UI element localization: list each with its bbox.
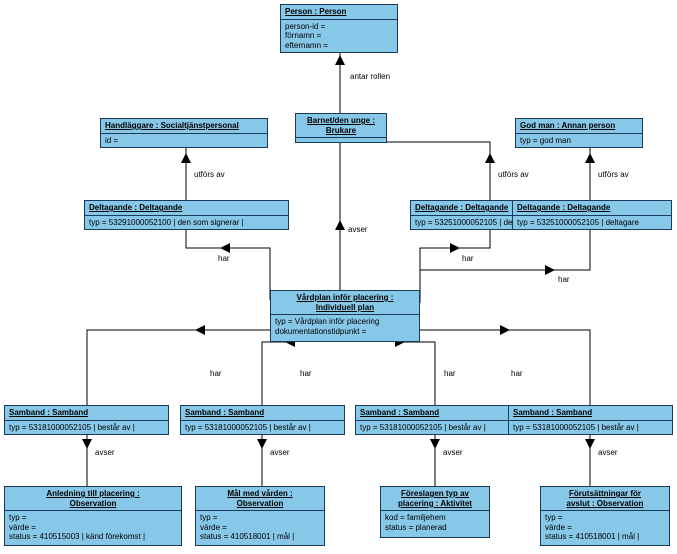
edge-label-3: utförs av bbox=[498, 170, 529, 179]
node-title: Barnet/den unge : Brukare bbox=[296, 114, 386, 138]
edge-5 bbox=[186, 228, 270, 300]
node-body: typ = Vårdplan inför placering dokumenta… bbox=[271, 315, 419, 338]
node-obs3: Förutsättningar för avslut : Observation… bbox=[540, 486, 670, 546]
edge-arrow-3 bbox=[485, 153, 495, 163]
node-delt3: Deltagande : Deltagandetyp = 53251000052… bbox=[512, 200, 672, 230]
node-handlaggare: Handläggare : Socialtjänstpersonalid = bbox=[100, 118, 268, 148]
node-title: Mål med vården : Observation bbox=[196, 487, 324, 511]
edge-11 bbox=[420, 330, 590, 405]
edge-label-9: har bbox=[300, 369, 312, 378]
edge-arrow-0 bbox=[335, 55, 345, 65]
edge-label-7: har bbox=[558, 275, 570, 284]
node-title: Deltagande : Deltagande bbox=[85, 201, 288, 216]
edge-arrow-8 bbox=[195, 325, 205, 335]
node-title: Förutsättningar för avslut : Observation bbox=[541, 487, 669, 511]
node-title: Anledning till placering : Observation bbox=[5, 487, 181, 511]
node-title: Handläggare : Socialtjänstpersonal bbox=[101, 119, 267, 134]
edge-arrow-15 bbox=[585, 439, 595, 449]
node-title: Samband : Samband bbox=[356, 406, 519, 421]
node-title: God man : Annan person bbox=[516, 119, 642, 134]
node-body: typ = värde = status = 410515003 | känd … bbox=[5, 511, 181, 544]
node-title: Föreslagen typ av placering : Aktivitet bbox=[381, 487, 489, 511]
node-aktivitet: Föreslagen typ av placering : Aktivitetk… bbox=[380, 486, 490, 538]
edge-label-12: avser bbox=[95, 448, 115, 457]
node-body: id = bbox=[101, 134, 267, 148]
edge-8 bbox=[87, 330, 270, 405]
node-body: person-id = förnamn = efternamn = bbox=[281, 20, 397, 53]
edge-9 bbox=[262, 342, 290, 405]
edge-10 bbox=[400, 342, 435, 405]
node-body: typ = värde = status = 410518001 | mål | bbox=[196, 511, 324, 544]
edge-arrow-11 bbox=[500, 325, 510, 335]
node-delt1: Deltagande : Deltagandetyp = 53291000052… bbox=[84, 200, 289, 230]
edge-arrow-6 bbox=[450, 243, 460, 253]
node-title: Person : Person bbox=[281, 5, 397, 20]
edge-label-11: har bbox=[511, 369, 523, 378]
edge-label-0: antar rollen bbox=[350, 72, 390, 81]
edge-arrow-4 bbox=[585, 153, 595, 163]
edge-label-8: har bbox=[210, 369, 222, 378]
node-obs1: Anledning till placering : Observationty… bbox=[4, 486, 182, 546]
node-title: Deltagande : Deltagande bbox=[513, 201, 671, 216]
node-title: Samband : Samband bbox=[5, 406, 168, 421]
node-vardplan: Vårdplan inför placering : Individuell p… bbox=[270, 290, 420, 342]
edge-arrow-13 bbox=[257, 439, 267, 449]
node-title: Vårdplan inför placering : Individuell p… bbox=[271, 291, 419, 315]
node-samband3: Samband : Sambandtyp = 53181000052105 | … bbox=[355, 405, 520, 435]
node-body: typ = värde = status = 410518001 | mål | bbox=[541, 511, 669, 544]
edge-label-1: utförs av bbox=[194, 170, 225, 179]
node-samband2: Samband : Sambandtyp = 53181000052105 | … bbox=[180, 405, 345, 435]
node-body: kod = familjehem status = planerad bbox=[381, 511, 489, 534]
edge-7 bbox=[420, 228, 590, 270]
node-barnet: Barnet/den unge : Brukare bbox=[295, 113, 387, 143]
edge-arrow-12 bbox=[82, 439, 92, 449]
edge-label-5: har bbox=[218, 254, 230, 263]
node-person: Person : Personperson-id = förnamn = eft… bbox=[280, 4, 398, 53]
node-body: typ = 53181000052105 | består av | bbox=[509, 421, 672, 435]
node-body: typ = 53181000052105 | består av | bbox=[181, 421, 344, 435]
node-samband1: Samband : Sambandtyp = 53181000052105 | … bbox=[4, 405, 169, 435]
edge-label-15: avser bbox=[598, 448, 618, 457]
edge-arrow-5 bbox=[220, 243, 230, 253]
node-body: typ = 53181000052105 | består av | bbox=[5, 421, 168, 435]
edge-label-13: avser bbox=[270, 448, 290, 457]
edge-label-4: utförs av bbox=[598, 170, 629, 179]
node-samband4: Samband : Sambandtyp = 53181000052105 | … bbox=[508, 405, 673, 435]
edge-label-2: avser bbox=[348, 225, 368, 234]
node-godman: God man : Annan persontyp = god man bbox=[515, 118, 643, 148]
edge-arrow-1 bbox=[181, 153, 191, 163]
edge-label-14: avser bbox=[443, 448, 463, 457]
node-title: Samband : Samband bbox=[181, 406, 344, 421]
node-body: typ = god man bbox=[516, 134, 642, 148]
edge-arrow-2 bbox=[335, 220, 345, 230]
edge-arrow-7 bbox=[545, 265, 555, 275]
edge-label-10: har bbox=[444, 369, 456, 378]
node-body: typ = 53291000052100 | den som signerar … bbox=[85, 216, 288, 230]
edge-label-6: har bbox=[462, 254, 474, 263]
node-body: typ = 53181000052105 | består av | bbox=[356, 421, 519, 435]
edge-6 bbox=[420, 228, 490, 303]
edges-layer bbox=[0, 0, 677, 554]
edge-arrow-14 bbox=[430, 439, 440, 449]
edge-3 bbox=[387, 142, 490, 200]
node-body: typ = 53251000052105 | deltagare bbox=[513, 216, 671, 230]
node-obs2: Mål med vården : Observationtyp = värde … bbox=[195, 486, 325, 546]
node-title: Samband : Samband bbox=[509, 406, 672, 421]
